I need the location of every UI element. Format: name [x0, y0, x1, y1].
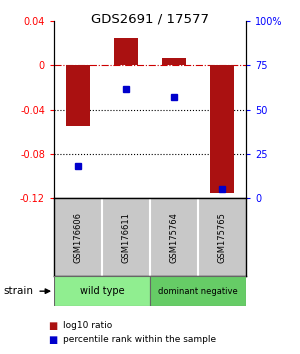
Bar: [210, 65, 234, 193]
Bar: [114, 38, 138, 65]
Text: GSM176611: GSM176611: [122, 212, 130, 263]
Text: GSM175765: GSM175765: [218, 212, 226, 263]
Bar: [162, 58, 186, 65]
Text: GDS2691 / 17577: GDS2691 / 17577: [91, 12, 209, 25]
Text: GSM175764: GSM175764: [169, 212, 178, 263]
Text: strain: strain: [3, 286, 33, 296]
Text: wild type: wild type: [80, 286, 124, 296]
Bar: [150, 276, 246, 306]
Text: GSM176606: GSM176606: [74, 212, 82, 263]
Text: log10 ratio: log10 ratio: [63, 321, 112, 330]
Bar: [66, 65, 90, 126]
Text: ■: ■: [48, 335, 57, 345]
Text: dominant negative: dominant negative: [158, 287, 238, 296]
Bar: [54, 276, 150, 306]
Text: percentile rank within the sample: percentile rank within the sample: [63, 335, 216, 344]
Text: ■: ■: [48, 321, 57, 331]
